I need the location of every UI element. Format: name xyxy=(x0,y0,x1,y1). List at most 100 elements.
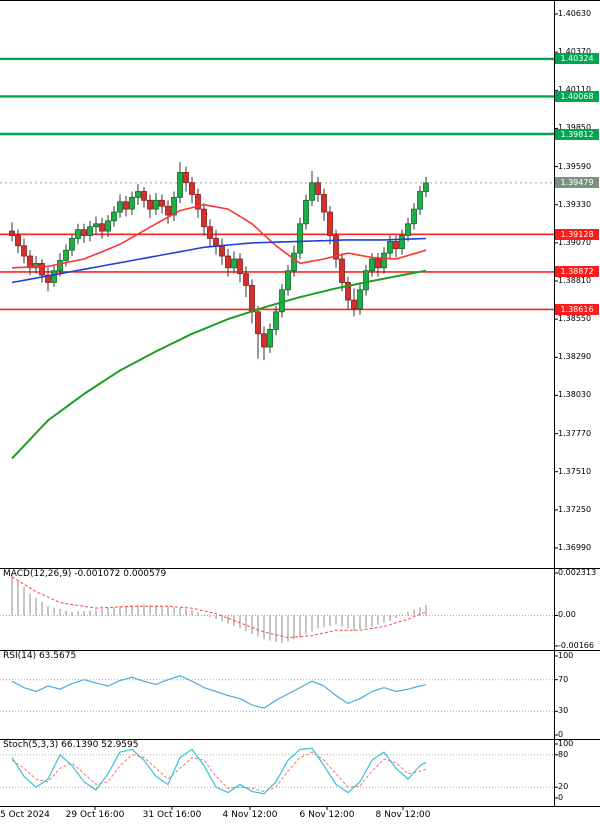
rsi-axis-label: 70 xyxy=(558,674,569,684)
stoch-axis-label: 20 xyxy=(558,782,569,792)
y-axis-label: 1.38550 xyxy=(558,314,592,324)
candle-body xyxy=(339,258,345,283)
candle-body xyxy=(81,229,87,236)
candle-body xyxy=(381,252,387,269)
candle-body xyxy=(69,238,75,251)
candle-body xyxy=(171,196,177,216)
candle-body xyxy=(57,260,63,272)
time-axis-label: 6 Nov 12:00 xyxy=(299,810,355,820)
y-axis-label: 1.36990 xyxy=(558,543,592,552)
candle-body xyxy=(153,199,159,210)
rsi-axis-label: 30 xyxy=(558,706,569,716)
candle-body xyxy=(141,191,147,201)
macd-signal-line xyxy=(11,576,427,639)
candle-body xyxy=(183,172,189,184)
candle-body xyxy=(363,270,369,291)
candle-body xyxy=(375,258,381,269)
candle-body xyxy=(333,235,339,260)
main-price-panel xyxy=(0,57,554,460)
y-axis-label: 1.37770 xyxy=(558,428,592,438)
candle-body xyxy=(105,220,111,232)
candle-body xyxy=(351,299,357,310)
y-axis-label: 1.38810 xyxy=(558,276,592,285)
candle-body xyxy=(219,245,225,257)
support-price-tag: 1.38616 xyxy=(555,303,599,315)
candle-body xyxy=(357,289,363,310)
candle-body xyxy=(303,199,309,225)
y-axis-label: 1.39070 xyxy=(558,237,592,247)
time-axis-label: 31 Oct 16:00 xyxy=(142,810,202,820)
candle-body xyxy=(213,238,219,247)
candle-body xyxy=(399,235,405,250)
y-axis-label: 1.40110 xyxy=(558,85,592,95)
candle-body xyxy=(411,208,417,225)
candle-body xyxy=(255,311,261,335)
time-axis-label: 8 Nov 12:00 xyxy=(375,810,431,820)
candle-body xyxy=(21,245,27,257)
candle-body xyxy=(297,223,303,254)
candle-body xyxy=(207,226,213,239)
candle-body xyxy=(405,223,411,236)
candle-body xyxy=(315,182,321,195)
stoch-d-line xyxy=(11,751,427,793)
candle-body xyxy=(273,311,279,330)
resistance-price-tag: 1.39812 xyxy=(555,128,599,140)
rsi-indicator-label: RSI(14) 63.5675 xyxy=(3,651,77,661)
y-axis-label: 1.40370 xyxy=(558,47,592,57)
macd-panel xyxy=(0,573,554,644)
rsi-axis-label: 100 xyxy=(558,651,574,660)
y-axis-label: 1.38030 xyxy=(558,390,592,400)
candle-body xyxy=(231,258,237,269)
y-axis-label: 1.39590 xyxy=(558,161,592,171)
candle-body xyxy=(27,255,33,269)
candle-body xyxy=(93,223,99,228)
candles-layer xyxy=(9,162,429,361)
candle-body xyxy=(243,273,249,286)
current-price-tag: 1.39479 xyxy=(555,177,599,189)
candle-body xyxy=(147,199,153,210)
y-axis-label: 1.39850 xyxy=(558,123,591,133)
candle-body xyxy=(327,211,333,236)
candle-body xyxy=(51,270,57,283)
support-price-tag: 1.38872 xyxy=(555,266,599,278)
candle-body xyxy=(135,191,141,198)
candle-body xyxy=(117,201,123,213)
ma-fast-red-line xyxy=(11,203,427,269)
candle-body xyxy=(39,262,45,276)
candle-body xyxy=(309,182,315,201)
macd-indicator-label: MACD(12,26,9) -0.001072 0.000579 xyxy=(3,569,167,579)
candle-body xyxy=(423,182,429,192)
candle-body xyxy=(159,199,165,207)
candle-body xyxy=(75,229,81,239)
macd-axis-label: 0.002313 xyxy=(558,568,597,577)
stoch-indicator-label: Stoch(5,3,3) 66.1390 52.9595 xyxy=(3,740,139,750)
candle-body xyxy=(321,194,327,213)
stoch-panel xyxy=(0,747,554,795)
candle-body xyxy=(99,223,105,232)
y-axis-label: 1.39330 xyxy=(558,199,592,209)
support-price-tag: 1.39128 xyxy=(555,228,599,240)
stoch-axis-label: 80 xyxy=(558,749,569,759)
candle-body xyxy=(15,235,21,247)
rsi-panel xyxy=(0,675,554,712)
candle-body xyxy=(189,182,195,195)
rsi-axis-label: 0 xyxy=(558,730,564,739)
candle-body xyxy=(9,230,15,236)
candle-body xyxy=(177,172,183,198)
candle-body xyxy=(111,211,117,222)
stoch-axis-label: 100 xyxy=(558,739,574,748)
time-axis-label: 5 Oct 2024 xyxy=(0,810,50,820)
y-axis-label: 1.37510 xyxy=(558,466,592,476)
ma-mid-blue-line xyxy=(11,237,427,284)
candle-body xyxy=(393,240,399,250)
candle-body xyxy=(417,191,423,210)
macd-axis-label: 0.00 xyxy=(558,610,576,620)
ma-slow-green-line xyxy=(11,269,427,460)
time-axis-label: 29 Oct 16:00 xyxy=(65,810,125,820)
candle-body xyxy=(261,333,267,348)
resistance-price-tag: 1.40324 xyxy=(555,53,599,65)
candle-body xyxy=(285,270,291,291)
time-axis-label: 4 Nov 12:00 xyxy=(222,810,278,820)
